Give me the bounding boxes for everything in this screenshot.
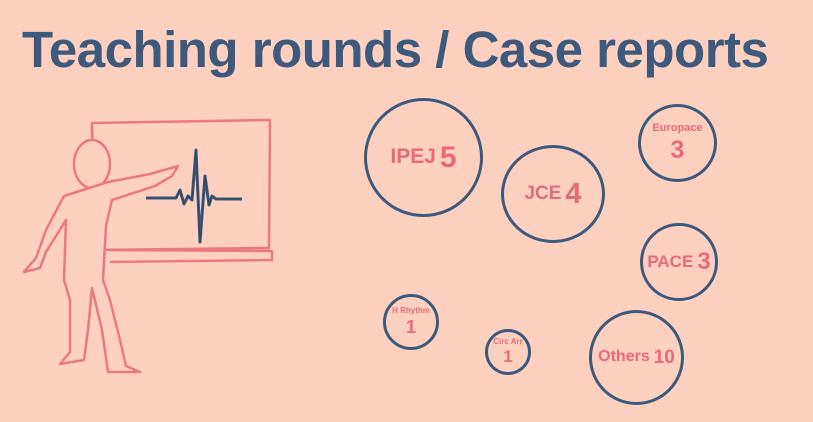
- journal-bubble-europace: Europace 3: [638, 104, 717, 182]
- journal-count: 1: [405, 316, 416, 337]
- journal-name: JCE: [524, 183, 562, 205]
- person-pointing-icon: [22, 138, 180, 374]
- journal-count: 3: [670, 135, 685, 164]
- journal-name: Circ Arr: [493, 337, 523, 347]
- journal-count: 3: [697, 248, 711, 276]
- journal-bubble-h-rhythm: H Rhythm 1: [383, 294, 439, 350]
- journal-bubble-pace: PACE 3: [640, 223, 718, 301]
- journal-bubble-circ-arr: Circ Arr 1: [485, 329, 531, 375]
- journal-count: 5: [439, 140, 457, 174]
- journal-name: Europace: [652, 122, 703, 135]
- journal-count: 4: [565, 177, 582, 210]
- journal-name: PACE: [647, 252, 694, 272]
- journal-bubble-others: Others 10: [589, 310, 684, 405]
- journal-name: IPEJ: [390, 145, 436, 169]
- journal-count: 10: [653, 346, 675, 368]
- ecg-trace-icon: [146, 148, 242, 244]
- journal-bubble-ipej: IPEJ 5: [364, 98, 483, 217]
- journal-count: 1: [503, 346, 513, 366]
- journal-name: H Rhythm: [392, 306, 430, 316]
- teacher-illustration: [22, 118, 274, 374]
- journal-bubble-jce: JCE 4: [501, 145, 605, 243]
- page-title: Teaching rounds / Case reports: [22, 21, 769, 78]
- journal-name: Others: [598, 348, 650, 366]
